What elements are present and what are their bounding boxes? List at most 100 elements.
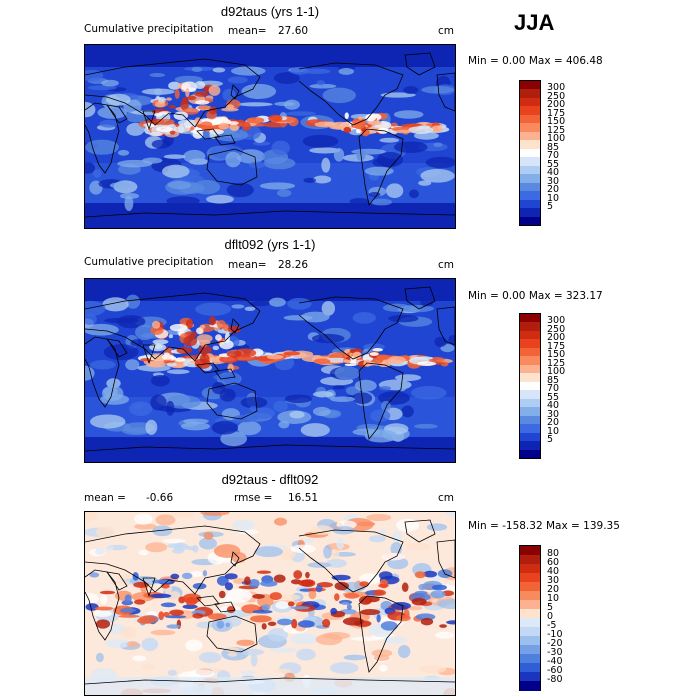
- panel-1-title: d92taus (yrs 1-1): [220, 4, 320, 19]
- colorbar-tick-label: 40: [547, 400, 560, 412]
- colorbar-swatch: [520, 415, 540, 425]
- colorbar-swatch: [520, 364, 540, 374]
- colorbar-tick-label: 20: [547, 584, 560, 595]
- colorbar-swatch: [520, 157, 540, 167]
- colorbar-swatch: [520, 407, 540, 417]
- colorbar-tick-label: 250: [547, 90, 566, 102]
- season-label: JJA: [514, 10, 555, 35]
- colorbar-tick-label: 20: [547, 184, 560, 196]
- colorbar-tick-label: 55: [547, 158, 560, 170]
- colorbar-tick-label: 300: [547, 315, 566, 327]
- panel-3-minmax: Min = -158.32 Max = 139.35: [468, 520, 620, 532]
- colorbar-swatch: [520, 106, 540, 116]
- panel-1-map: [84, 44, 456, 229]
- colorbar-tick-label: 10: [547, 593, 560, 604]
- colorbar-tick-label: 175: [547, 340, 566, 352]
- panel-1-mean-value: 27.60: [278, 25, 309, 37]
- colorbar-swatch: [520, 582, 540, 592]
- panel-1-units: cm: [438, 25, 455, 37]
- colorbar-swatch: [520, 564, 540, 574]
- colorbar-tick-label: 85: [547, 374, 560, 386]
- colorbar-swatch: [520, 546, 540, 556]
- panel-2-units: cm: [438, 259, 455, 271]
- panel-1-minmax: Min = 0.00 Max = 406.48: [468, 55, 603, 67]
- colorbar-swatch: [520, 89, 540, 99]
- colorbar-tick-label: -30: [547, 647, 563, 658]
- colorbar-swatch: [520, 432, 540, 442]
- panel-2-variable-label: Cumulative precipitation: [84, 256, 214, 268]
- colorbar-swatch: [520, 654, 540, 664]
- colorbar-swatch: [520, 81, 540, 90]
- colorbar-swatch: [520, 347, 540, 357]
- colorbar-tick-label: 125: [547, 124, 566, 136]
- colorbar-swatch: [520, 356, 540, 366]
- colorbar-tick-label: 55: [547, 391, 560, 403]
- colorbar-swatch: [520, 390, 540, 400]
- colorbar-swatch: [520, 573, 540, 583]
- colorbar-tick-label: -20: [547, 638, 563, 649]
- panel-3-units: cm: [438, 492, 455, 504]
- panel-2-title: dflt092 (yrs 1-1): [224, 237, 316, 252]
- colorbar-tick-label: 30: [547, 575, 560, 586]
- panel-2-map: [84, 278, 456, 463]
- panel-1-mean-label: mean=: [228, 25, 267, 37]
- panel-1-variable-label: Cumulative precipitation: [84, 23, 214, 35]
- colorbar-swatch: [520, 148, 540, 158]
- colorbar-tick-label: 300: [547, 82, 566, 94]
- panel-2-mean-value: 28.26: [278, 259, 309, 271]
- panel-1-colorbar: [519, 80, 541, 226]
- colorbar-swatch: [520, 681, 540, 691]
- panel-2-colorbar: [519, 313, 541, 459]
- colorbar-swatch: [520, 645, 540, 655]
- panel-3-mean-value: -0.66: [146, 492, 174, 504]
- colorbar-swatch: [520, 441, 540, 451]
- panel-2-minmax: Min = 0.00 Max = 323.17: [468, 290, 603, 302]
- colorbar-tick-label: -40: [547, 656, 563, 667]
- colorbar-swatch: [520, 636, 540, 646]
- colorbar-tick-label: 40: [547, 566, 560, 577]
- colorbar-swatch: [520, 627, 540, 637]
- panel-2-mean-label: mean=: [228, 259, 267, 271]
- colorbar-swatch: [520, 330, 540, 340]
- colorbar-swatch: [520, 199, 540, 209]
- colorbar-swatch: [520, 182, 540, 192]
- colorbar-tick-label: 150: [547, 349, 566, 361]
- colorbar-swatch: [520, 600, 540, 610]
- colorbar-tick-label: 200: [547, 332, 566, 344]
- colorbar-swatch: [520, 140, 540, 150]
- colorbar-tick-label: 100: [547, 133, 566, 145]
- colorbar-tick-label: 150: [547, 116, 566, 128]
- colorbar-swatch: [520, 449, 540, 459]
- colorbar-swatch: [520, 165, 540, 175]
- panel-3-title: d92taus - dflt092: [221, 472, 319, 487]
- colorbar-tick-label: 60: [547, 557, 560, 568]
- colorbar-swatch: [520, 381, 540, 391]
- colorbar-swatch: [520, 314, 540, 323]
- colorbar-swatch: [520, 114, 540, 124]
- colorbar-swatch: [520, 373, 540, 383]
- colorbar-tick-label: 0: [547, 611, 554, 622]
- colorbar-tick-label: 10: [547, 425, 560, 437]
- colorbar-tick-label: 30: [547, 408, 560, 420]
- colorbar-swatch: [520, 398, 540, 408]
- colorbar-swatch: [520, 609, 540, 619]
- colorbar-swatch: [520, 131, 540, 141]
- panel-3-map: [84, 511, 456, 696]
- colorbar-tick-label: 5: [547, 434, 554, 446]
- colorbar-tick-label: 100: [547, 366, 566, 378]
- colorbar-tick-label: 5: [547, 201, 554, 213]
- colorbar-swatch: [520, 591, 540, 601]
- colorbar-tick-label: -10: [547, 629, 563, 640]
- colorbar-swatch: [520, 618, 540, 628]
- panel-3-colorbar: [519, 545, 541, 691]
- colorbar-tick-label: -5: [547, 620, 557, 631]
- colorbar-tick-label: 85: [547, 141, 560, 153]
- colorbar-swatch: [520, 174, 540, 184]
- colorbar-swatch: [520, 216, 540, 226]
- colorbar-tick-label: 175: [547, 107, 566, 119]
- colorbar-swatch: [520, 672, 540, 682]
- colorbar-tick-label: 70: [547, 383, 560, 395]
- colorbar-tick-label: 200: [547, 99, 566, 111]
- colorbar-swatch: [520, 208, 540, 218]
- colorbar-tick-label: 5: [547, 602, 554, 613]
